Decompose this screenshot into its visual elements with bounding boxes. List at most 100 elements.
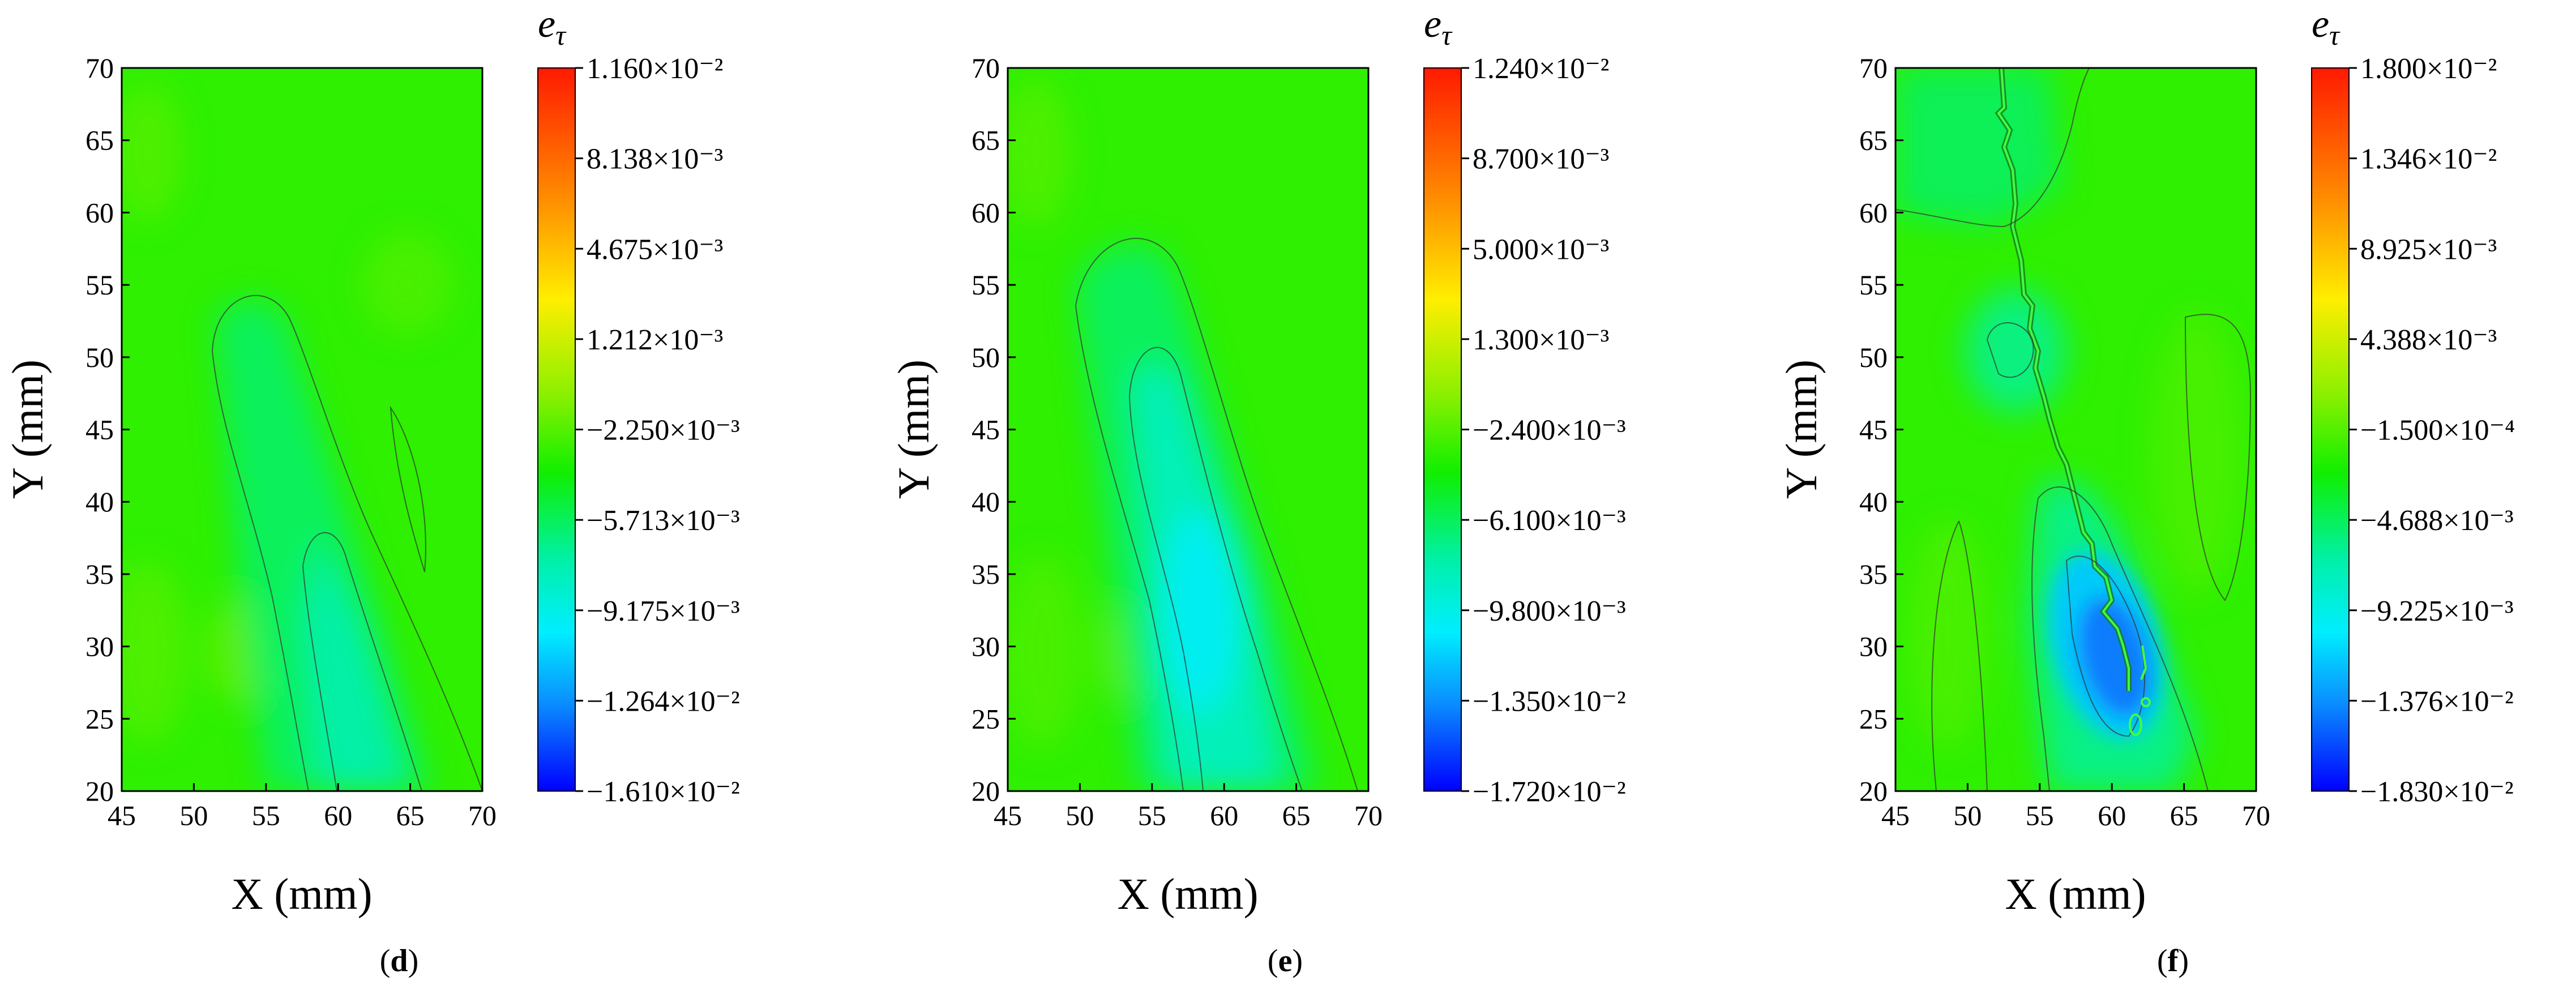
y-tick-label: 40 — [972, 486, 1000, 518]
y-tick-label: 45 — [1859, 414, 1888, 446]
colorbar-tick-label: −9.175×10⁻³ — [587, 595, 740, 627]
x-tick-label: 55 — [1138, 800, 1166, 831]
colorbar-tick-label: −1.610×10⁻² — [587, 776, 740, 808]
y-tick-label: 65 — [972, 125, 1000, 156]
contour-field-f — [1895, 68, 2256, 791]
colorbar-tick-label: 1.212×10⁻³ — [587, 324, 723, 356]
x-tick-label: 60 — [324, 800, 352, 831]
colorbar-ticks-e: 1.240×10⁻² 8.700×10⁻³ 5.000×10⁻³ 1.300×10⁻³… — [1461, 53, 1626, 808]
colorbar-tick-label: −1.720×10⁻² — [1473, 776, 1626, 808]
y-tick-label: 20 — [85, 775, 114, 807]
x-tick-label: 45 — [1881, 800, 1910, 831]
y-tick-label: 60 — [85, 196, 114, 228]
y-tick-label: 40 — [85, 486, 114, 518]
colorbar-tick-label: −2.400×10⁻³ — [1473, 415, 1626, 447]
y-tick-label: 55 — [972, 269, 1000, 301]
x-tick-label: 45 — [108, 800, 136, 831]
y-tick-label: 65 — [1859, 125, 1888, 156]
y-tick-label: 20 — [1859, 775, 1888, 807]
crack-line-f — [1995, 68, 2132, 691]
y-tick-label: 55 — [85, 269, 114, 301]
colorbar-tick-label: 8.700×10⁻³ — [1473, 143, 1609, 176]
y-tick-label: 35 — [85, 558, 114, 590]
y-tick-label: 20 — [972, 775, 1000, 807]
y-tick-label: 50 — [972, 341, 1000, 373]
colorbar-tick-label: −6.100×10⁻³ — [1473, 505, 1626, 537]
x-tick-label: 60 — [2098, 800, 2126, 831]
colorbar-tick-label: 1.240×10⁻² — [1473, 53, 1609, 85]
contour-lines-f — [1895, 68, 2252, 791]
colorbar-tick-label: 1.800×10⁻² — [2360, 53, 2497, 85]
y-tick-label: 65 — [85, 125, 114, 156]
y-tick-label: 25 — [972, 703, 1000, 734]
y-tick-label: 70 — [1859, 52, 1888, 84]
y-tick-label: 60 — [972, 196, 1000, 228]
x-tick-label: 55 — [2026, 800, 2054, 831]
colorbar-tick-label: 1.300×10⁻³ — [1473, 324, 1609, 356]
x-tick-label: 70 — [1354, 800, 1383, 831]
x-tick-label: 50 — [1953, 800, 1982, 831]
colorbar-tick-label: 8.138×10⁻³ — [587, 143, 723, 176]
y-tick-label: 55 — [1859, 269, 1888, 301]
panel-e: 45 50 55 60 65 70 20 25 30 35 40 45 50 55 60 65 70 X (mm… — [889, 2, 1626, 979]
y-tick-label: 45 — [85, 414, 114, 446]
colorbar-ticks-f: 1.800×10⁻² 1.346×10⁻² 8.925×10⁻³ 4.388×10⁻³… — [2349, 53, 2515, 808]
x-tick-label: 45 — [994, 800, 1022, 831]
colorbar-ticks-d: 1.160×10⁻² 8.138×10⁻³ 4.675×10⁻³ 1.212×10⁻³… — [575, 53, 740, 808]
crack-tip-marks-f — [2129, 645, 2151, 736]
y-tick-label: 70 — [972, 52, 1000, 84]
y-tick-label: 40 — [1859, 486, 1888, 518]
y-tick-label: 70 — [85, 52, 114, 84]
contour-lines-d — [212, 294, 482, 791]
colorbar-tick-label: −5.713×10⁻³ — [587, 505, 740, 537]
x-tick-label: 65 — [1282, 800, 1311, 831]
colorbar-tick-label: −1.830×10⁻² — [2360, 776, 2514, 808]
colorbar-title-d: eτ — [538, 2, 567, 51]
y-axis-label-f: Y (mm) — [1777, 360, 1826, 499]
y-tick-label: 35 — [972, 558, 1000, 590]
y-axis-label-e: Y (mm) — [889, 360, 938, 499]
colorbar-tick-label: 8.925×10⁻³ — [2360, 233, 2497, 266]
axis-ticks-d: 45 50 55 60 65 70 20 25 30 35 40 45 50 55 60 65 70 — [85, 52, 497, 831]
y-tick-label: 50 — [1859, 341, 1888, 373]
y-tick-label: 50 — [85, 341, 114, 373]
y-tick-label: 45 — [972, 414, 1000, 446]
x-tick-label: 60 — [1210, 800, 1238, 831]
colorbar-tick-label: −1.350×10⁻² — [1473, 685, 1626, 717]
colorbar-tick-label: 1.160×10⁻² — [587, 53, 723, 85]
colorbar-tick-label: −4.688×10⁻³ — [2360, 505, 2514, 537]
colorbar-tick-label: −1.264×10⁻² — [587, 685, 740, 717]
y-tick-label: 60 — [1859, 196, 1888, 228]
contour-lines-e — [1075, 237, 1358, 791]
panel-label-f: (f) — [2157, 943, 2189, 979]
colorbar-tick-label: −2.250×10⁻³ — [587, 415, 740, 447]
panel-label-e: (e) — [1268, 943, 1303, 979]
axis-ticks-f: 45 50 55 60 65 70 20 25 30 35 40 45 50 55 60 65 70 — [1859, 52, 2270, 831]
contour-field-d — [122, 68, 482, 791]
colorbar-title-f: eτ — [2312, 2, 2340, 51]
colorbar-tick-label: −9.800×10⁻³ — [1473, 595, 1626, 627]
colorbar-d — [537, 67, 576, 792]
colorbar-title-e: eτ — [1424, 2, 1453, 51]
y-axis-label-d: Y (mm) — [3, 360, 52, 499]
x-tick-label: 65 — [2170, 800, 2198, 831]
colorbar-tick-label: 1.346×10⁻² — [2360, 143, 2497, 176]
colorbar-tick-label: 4.388×10⁻³ — [2360, 324, 2497, 356]
contour-field-e — [1008, 68, 1368, 791]
colorbar-tick-label: 5.000×10⁻³ — [1473, 233, 1609, 266]
x-axis-label-e: X (mm) — [1117, 869, 1258, 918]
x-tick-label: 55 — [252, 800, 280, 831]
axis-ticks-e: 45 50 55 60 65 70 20 25 30 35 40 45 50 55 60 65 70 — [972, 52, 1383, 831]
y-tick-label: 25 — [1859, 703, 1888, 734]
y-tick-label: 30 — [85, 631, 114, 663]
colorbar-tick-label: −1.376×10⁻² — [2360, 685, 2514, 717]
y-tick-label: 30 — [972, 631, 1000, 663]
x-tick-label: 50 — [179, 800, 208, 831]
x-axis-label-f: X (mm) — [2005, 869, 2146, 918]
y-tick-label: 35 — [1859, 558, 1888, 590]
x-axis-label-d: X (mm) — [231, 869, 372, 918]
colorbar-e — [1423, 67, 1462, 792]
y-tick-label: 25 — [85, 703, 114, 734]
y-tick-label: 30 — [1859, 631, 1888, 663]
